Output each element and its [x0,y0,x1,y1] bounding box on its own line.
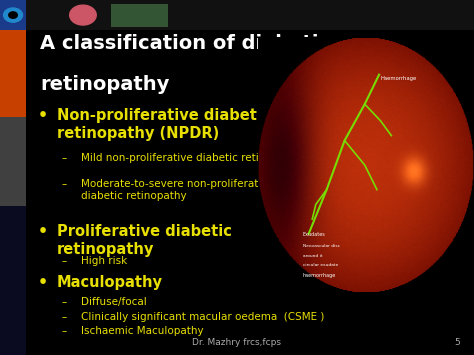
Text: –: – [62,326,67,336]
Text: Exudates: Exudates [303,232,326,237]
Text: Maculopathy: Maculopathy [57,275,163,290]
Text: Non-proliferative diabetic
retinopathy (NPDR): Non-proliferative diabetic retinopathy (… [57,108,270,141]
Text: A classification of diabetic: A classification of diabetic [40,34,330,53]
Text: haemorrhage: haemorrhage [303,273,336,278]
Bar [111,4,168,27]
Text: around it: around it [303,253,322,257]
Circle shape [9,12,17,18]
Bar [0,117,26,206]
Text: Neovascular disc: Neovascular disc [303,244,340,248]
Text: circular exudate: circular exudate [303,263,338,267]
Text: retinopathy: retinopathy [40,75,170,94]
Text: –: – [62,312,67,322]
Text: Ischaemic Maculopathy: Ischaemic Maculopathy [81,326,203,336]
Text: Mild non-proliferative diabetic retinopathy: Mild non-proliferative diabetic retinopa… [81,153,301,163]
Text: High risk: High risk [81,256,127,266]
Text: •: • [38,224,48,239]
Bar [0,30,26,117]
Text: 5: 5 [454,338,460,347]
Text: •: • [38,108,48,123]
Bar [0,0,26,30]
Text: •: • [38,275,48,290]
Text: Moderate-to-severe non-proliferative
diabetic retinopathy: Moderate-to-severe non-proliferative dia… [81,179,273,201]
Circle shape [70,5,96,25]
Text: –: – [62,256,67,266]
Text: –: – [62,297,67,307]
Text: –: – [62,179,67,189]
Bar [26,0,474,30]
Text: Diffuse/focal: Diffuse/focal [81,297,146,307]
Text: Clinically significant macular oedema  (CSME ): Clinically significant macular oedema (C… [81,312,324,322]
Text: Dr. Mazhry frcs,fcps: Dr. Mazhry frcs,fcps [192,338,282,347]
Text: Haemorrhage: Haemorrhage [381,76,417,81]
Circle shape [3,8,23,22]
Text: –: – [62,153,67,163]
Bar [0,206,26,355]
Text: Proliferative diabetic
retinopathy: Proliferative diabetic retinopathy [57,224,232,257]
